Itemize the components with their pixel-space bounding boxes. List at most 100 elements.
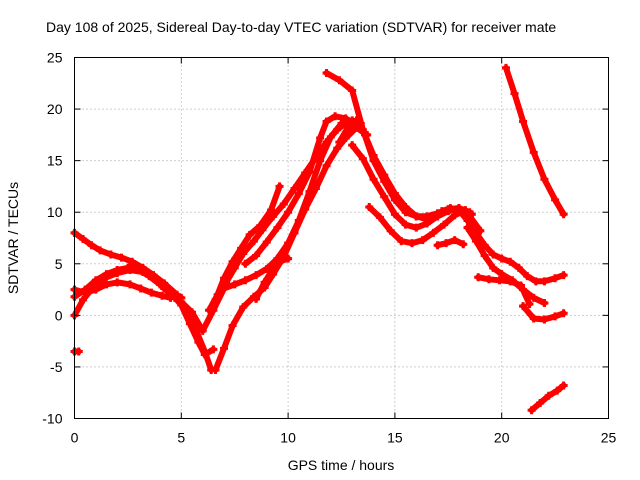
data-point: [200, 350, 209, 359]
plot-frame: [74, 57, 609, 419]
series-arc-18: [434, 237, 467, 249]
data-point: [117, 253, 126, 262]
data-point: [322, 68, 331, 77]
data-point: [519, 302, 528, 311]
data-point: [380, 192, 389, 201]
data-point: [437, 207, 446, 216]
data-point: [275, 257, 284, 266]
data-point: [102, 270, 111, 279]
y-tick-label: 20: [47, 101, 63, 117]
data-point: [348, 141, 357, 150]
y-tick-label: 0: [55, 307, 63, 323]
data-point: [559, 210, 568, 219]
data-point: [484, 275, 493, 284]
data-point: [540, 298, 549, 307]
data-point: [81, 285, 90, 294]
data-point: [252, 294, 261, 303]
data-point: [284, 254, 293, 263]
data-point: [525, 300, 534, 309]
data-point: [343, 123, 352, 132]
x-tick-label: 20: [494, 430, 510, 446]
data-point: [422, 219, 431, 228]
data-point: [514, 263, 523, 272]
x-axis: 0 5 10 15 20 25: [71, 57, 617, 446]
data-point: [322, 117, 331, 126]
data-point: [160, 284, 169, 293]
data-point: [198, 326, 207, 335]
data-point: [412, 223, 421, 232]
data-point: [305, 167, 314, 176]
data-point: [531, 277, 540, 286]
y-axis-label: SDTVAR / TECUs: [5, 182, 21, 294]
data-point: [365, 203, 374, 212]
data-point: [559, 381, 568, 390]
data-point: [442, 239, 451, 248]
data-point: [220, 274, 229, 283]
data-point: [290, 184, 299, 193]
data-point: [102, 280, 111, 289]
x-tick-label: 25: [601, 430, 617, 446]
data-point: [390, 189, 399, 198]
series-arc-19: [475, 274, 533, 307]
data-point: [211, 366, 220, 375]
data-point: [463, 223, 472, 232]
data-point: [245, 230, 254, 239]
data-point: [269, 264, 278, 273]
data-point: [136, 284, 145, 293]
data-point: [138, 264, 147, 273]
data-point: [401, 220, 410, 229]
data-point: [316, 156, 325, 165]
data-point: [177, 297, 186, 306]
data-point: [506, 257, 515, 266]
data-point: [450, 211, 459, 220]
y-tick-label: 10: [47, 204, 63, 220]
data-point: [519, 117, 528, 126]
data-point: [79, 295, 88, 304]
data-point: [230, 280, 239, 289]
data-point: [241, 276, 250, 285]
data-point: [529, 148, 538, 157]
data-point: [380, 171, 389, 180]
data-point: [335, 76, 344, 85]
data-point: [375, 213, 384, 222]
x-tick-label: 10: [280, 430, 296, 446]
series-arc-3: [71, 279, 174, 301]
data-point: [187, 308, 196, 317]
data-point: [454, 206, 463, 215]
data-point: [275, 182, 284, 191]
data-point: [489, 263, 498, 272]
grid: [74, 57, 609, 419]
data-point: [128, 259, 137, 268]
data-point: [106, 250, 115, 259]
data-point: [185, 319, 194, 328]
data-point: [418, 236, 427, 245]
data-point: [544, 391, 553, 400]
data-point: [523, 272, 532, 281]
data-point: [551, 195, 560, 204]
data-point: [194, 338, 203, 347]
data-point: [540, 315, 549, 324]
data-point: [497, 270, 506, 279]
data-point: [252, 271, 261, 280]
data-point: [113, 265, 122, 274]
data-point: [305, 187, 314, 196]
data-point: [358, 154, 367, 163]
data-point: [348, 86, 357, 95]
y-tick-label: 5: [55, 256, 63, 272]
y-tick-label: 15: [47, 153, 63, 169]
data-point: [87, 241, 96, 250]
data-point: [446, 204, 455, 213]
data-point: [91, 276, 100, 285]
data-point: [529, 314, 538, 323]
data-point: [333, 125, 342, 134]
data-point: [536, 399, 545, 408]
data-point: [352, 116, 361, 125]
data-point: [74, 347, 83, 356]
data-point: [540, 277, 549, 286]
x-tick-label: 0: [71, 430, 79, 446]
data-point: [149, 274, 158, 283]
data-point: [433, 241, 442, 250]
data-point: [260, 278, 269, 287]
data-point: [91, 285, 100, 294]
